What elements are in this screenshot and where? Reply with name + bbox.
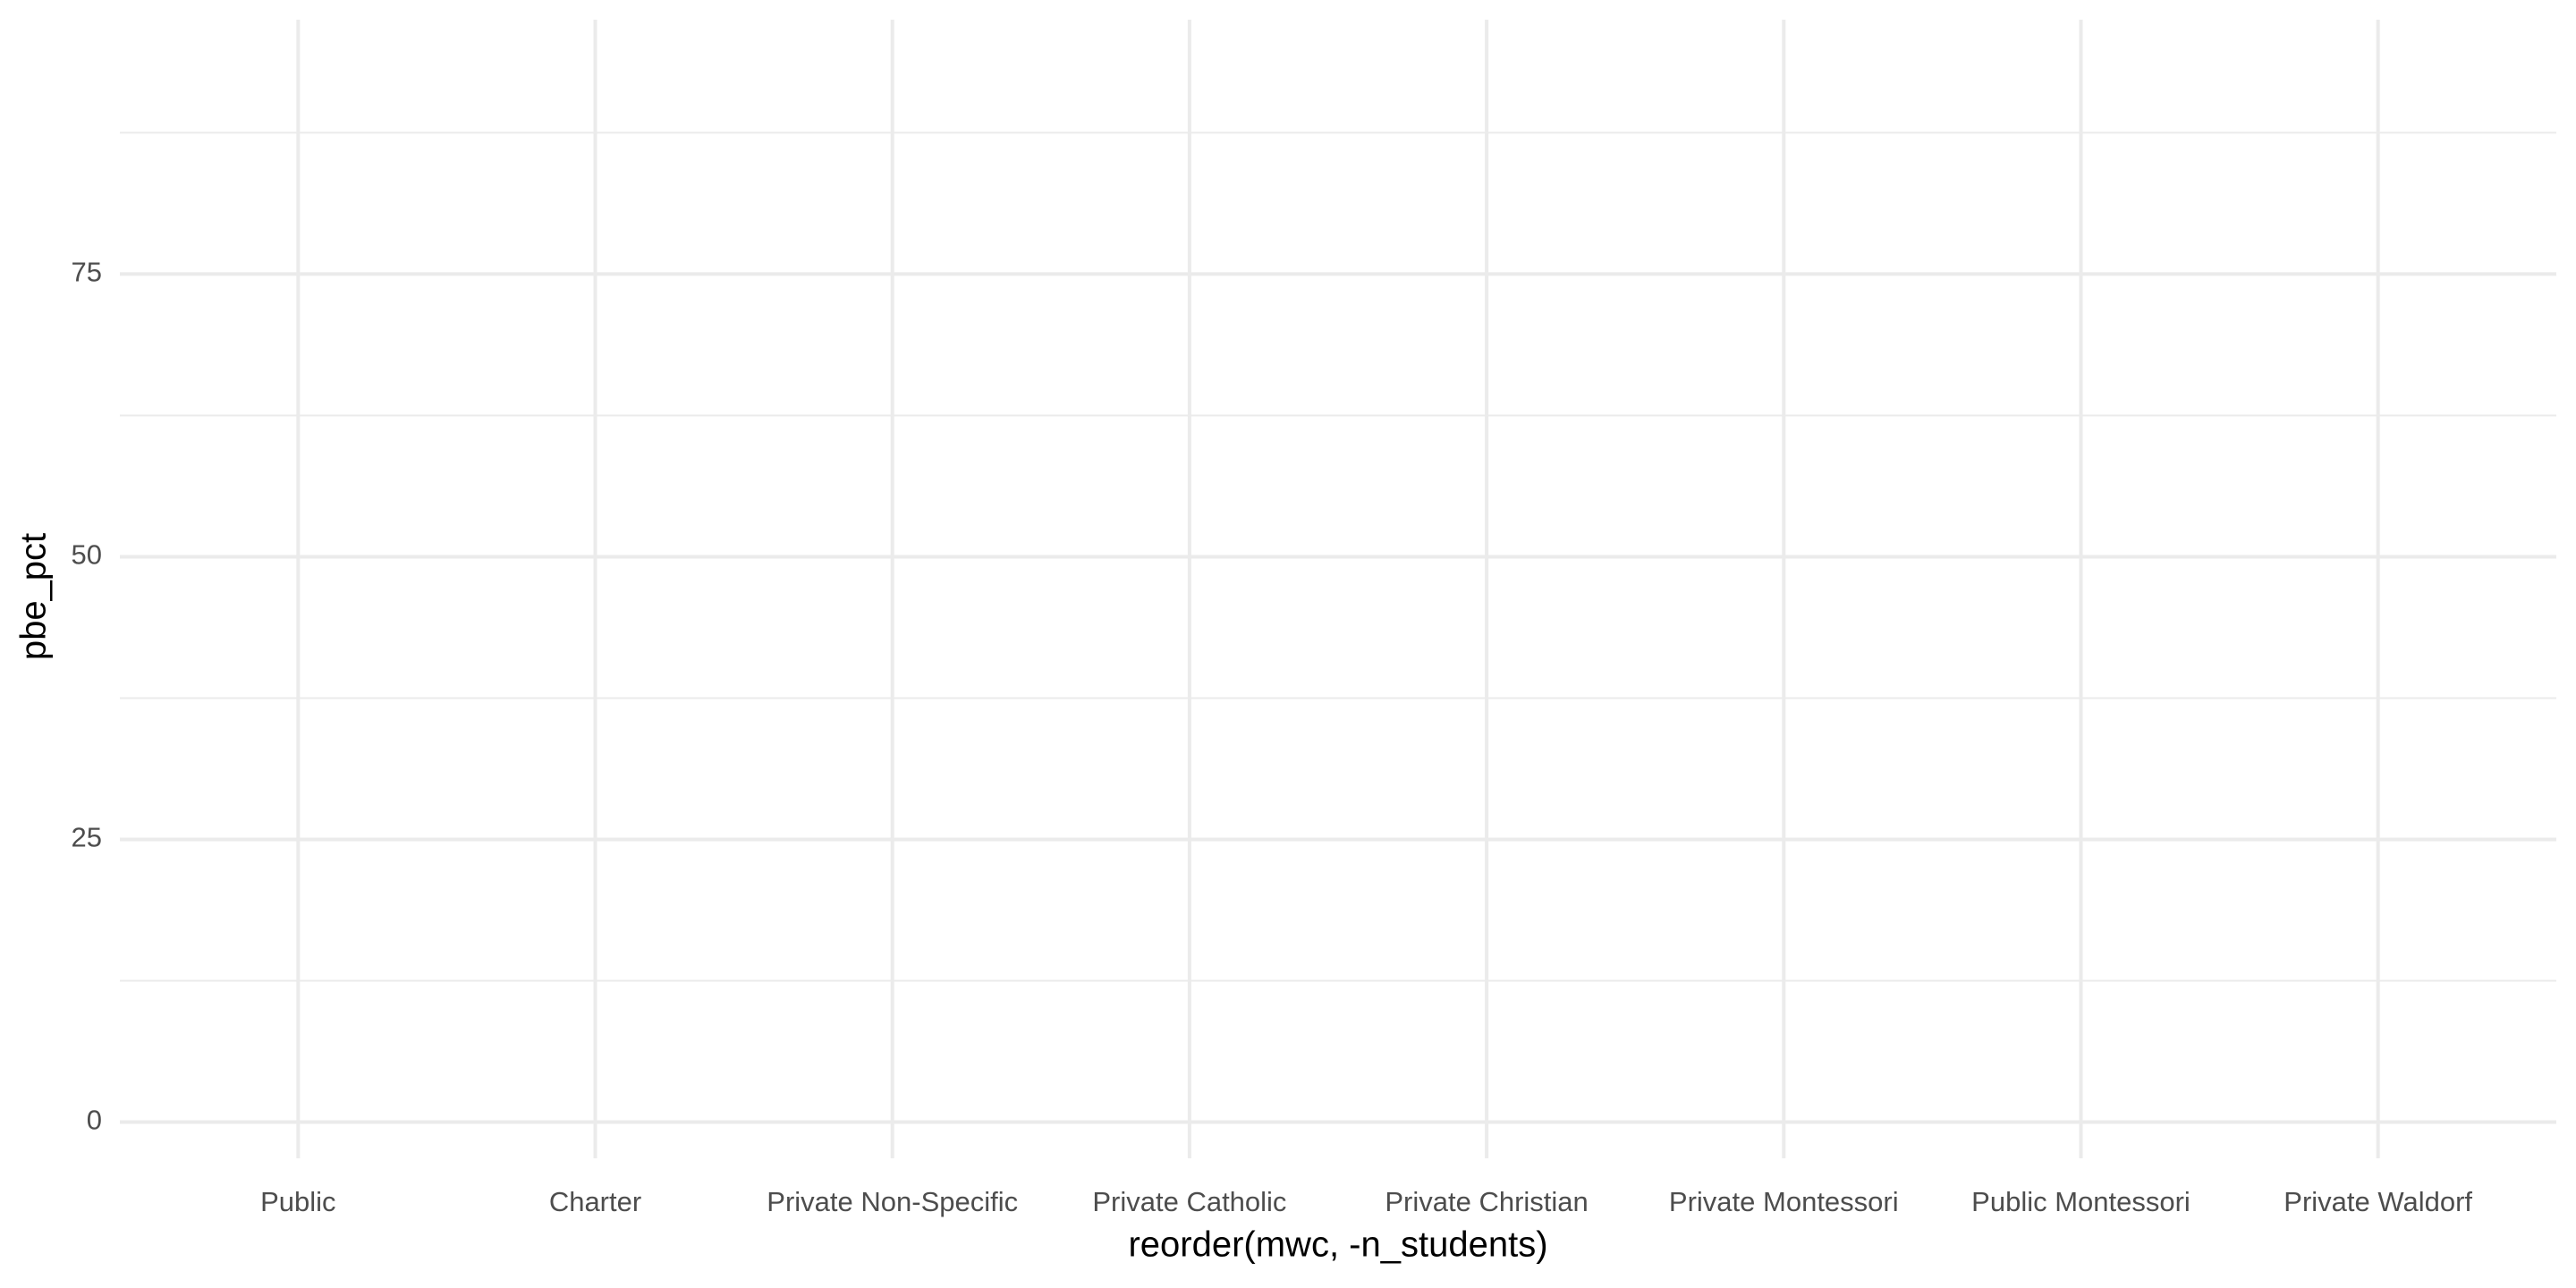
x-tick-label: Charter	[549, 1186, 641, 1217]
y-axis-title: pbe_pct	[14, 533, 54, 660]
x-tick-label: Private Non-Specific	[767, 1186, 1018, 1217]
x-tick-label: Public Montessori	[1971, 1186, 2190, 1217]
x-axis-title: reorder(mwc, -n_students)	[1128, 1225, 1547, 1265]
y-tick-label: 50	[72, 539, 102, 571]
y-tick-label: 0	[87, 1105, 102, 1136]
x-tick-label: Private Christian	[1385, 1186, 1588, 1217]
x-tick-label: Private Waldorf	[2284, 1186, 2472, 1217]
y-tick-label: 75	[72, 257, 102, 288]
x-tick-label: Private Catholic	[1092, 1186, 1286, 1217]
x-tick-label: Public	[260, 1186, 335, 1217]
x-tick-label: Private Montessori	[1669, 1186, 1899, 1217]
y-tick-label: 25	[72, 822, 102, 853]
